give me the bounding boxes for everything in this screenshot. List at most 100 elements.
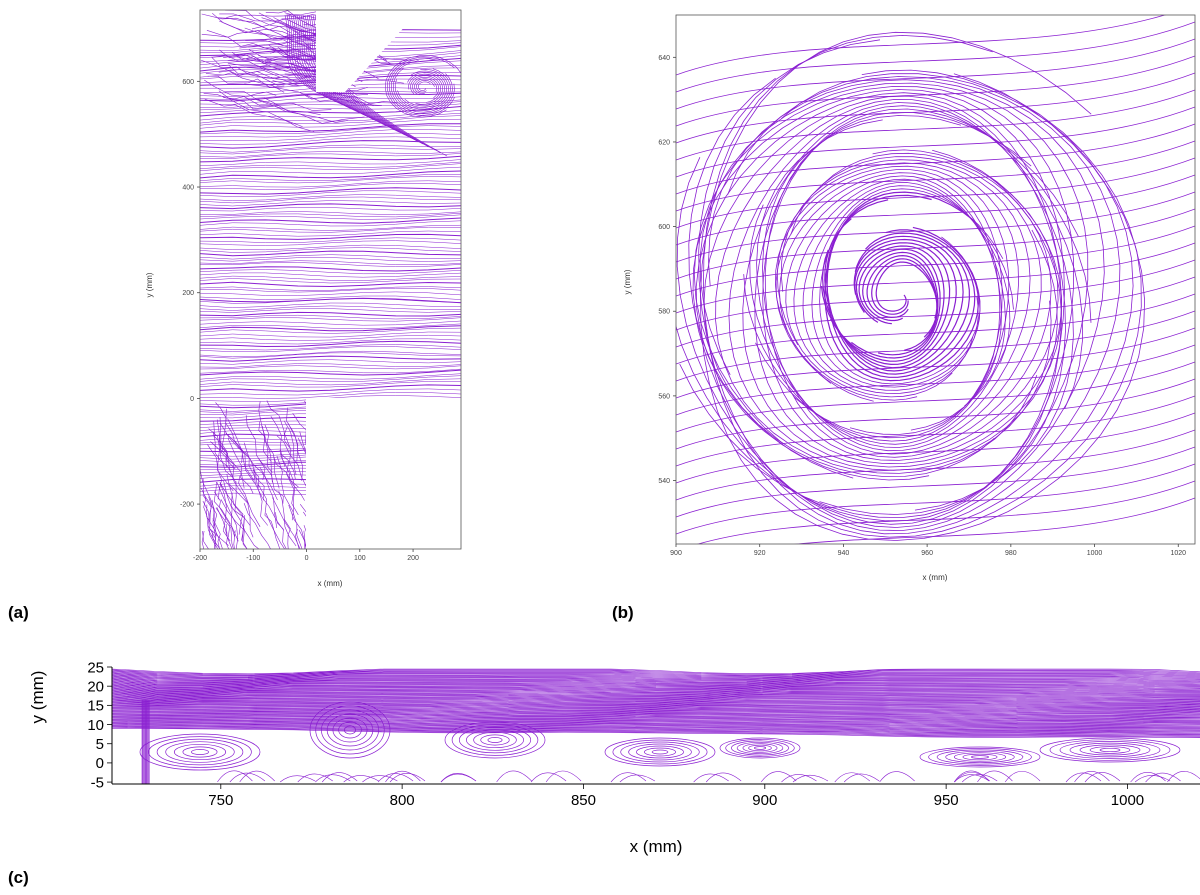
recirculation-streamline bbox=[315, 705, 385, 755]
streamline bbox=[200, 368, 461, 374]
streamline bbox=[676, 157, 1195, 229]
streamline bbox=[676, 208, 1195, 280]
y-tick-label: -5 bbox=[91, 774, 104, 791]
recirculation-streamline bbox=[466, 729, 524, 751]
streamline bbox=[112, 699, 1200, 708]
streamline bbox=[227, 60, 317, 83]
streamline bbox=[343, 775, 379, 783]
panel-a-ylabel: y (mm) bbox=[145, 272, 154, 297]
streamline bbox=[112, 715, 1200, 725]
streamline bbox=[200, 118, 461, 129]
recirculation-streamline bbox=[742, 743, 778, 753]
streamline bbox=[200, 314, 461, 320]
streamline bbox=[756, 148, 1042, 452]
streamline bbox=[200, 291, 461, 296]
streamline bbox=[215, 507, 234, 549]
streamline bbox=[200, 257, 461, 262]
streamline bbox=[676, 242, 1195, 314]
streamline bbox=[227, 418, 255, 481]
streamline bbox=[219, 482, 231, 542]
streamline bbox=[200, 287, 461, 293]
streamline bbox=[252, 469, 269, 526]
streamline bbox=[270, 416, 286, 467]
recirculation-streamline bbox=[736, 741, 784, 755]
streamline bbox=[692, 89, 1065, 519]
streamline bbox=[200, 237, 461, 243]
panel-c-streamlines bbox=[112, 668, 1200, 784]
panel-a-blank-top-region bbox=[316, 10, 420, 92]
streamline bbox=[200, 226, 461, 233]
x-tick-label: 950 bbox=[934, 792, 959, 809]
streamline bbox=[866, 254, 938, 351]
y-tick-label: 560 bbox=[658, 393, 670, 400]
streamline bbox=[112, 702, 1200, 711]
panel-a-frame bbox=[199, 9, 462, 550]
streamline bbox=[112, 672, 1200, 679]
streamline bbox=[204, 98, 303, 127]
recirculation-streamline bbox=[156, 738, 244, 766]
streamline bbox=[207, 75, 285, 88]
streamline bbox=[416, 79, 435, 93]
streamline bbox=[977, 770, 1013, 783]
streamline bbox=[200, 115, 461, 126]
streamline bbox=[200, 159, 461, 167]
recirculation-streamline bbox=[309, 701, 391, 759]
recirculation-streamline bbox=[165, 741, 235, 763]
streamline bbox=[200, 247, 461, 253]
streamline bbox=[216, 507, 233, 549]
streamline bbox=[397, 70, 447, 108]
streamline bbox=[300, 14, 394, 130]
streamline bbox=[112, 673, 1200, 679]
recirculation-streamline bbox=[962, 753, 998, 761]
recirculation-streamline bbox=[182, 746, 218, 758]
recirculation-streamline bbox=[651, 749, 669, 755]
recirculation-streamline bbox=[343, 725, 357, 735]
streamline bbox=[676, 89, 1195, 161]
streamline bbox=[112, 719, 1200, 729]
streamline bbox=[200, 373, 461, 380]
streamline bbox=[112, 700, 1200, 709]
recirculation-streamline bbox=[748, 744, 772, 752]
recirculation-streamline bbox=[725, 739, 795, 757]
streamline bbox=[676, 79, 1105, 528]
streamline bbox=[257, 457, 284, 504]
streamline bbox=[288, 14, 358, 112]
streamline bbox=[112, 704, 1200, 713]
streamline bbox=[200, 212, 461, 218]
streamline bbox=[200, 375, 461, 382]
streamline bbox=[112, 713, 1200, 723]
y-tick-label: 640 bbox=[658, 55, 670, 62]
streamline bbox=[112, 728, 1200, 738]
panel-a-chart: -200 -100 0 100 200 -200 0 200 400 600 x (mm) y (… bbox=[145, 9, 462, 588]
streamline bbox=[238, 476, 261, 527]
streamline bbox=[200, 211, 461, 215]
streamline bbox=[220, 423, 256, 484]
streamline bbox=[223, 480, 239, 542]
panel-b-xlabel: x (mm) bbox=[923, 573, 948, 582]
streamline bbox=[385, 770, 421, 783]
streamline bbox=[200, 350, 461, 358]
streamline bbox=[200, 161, 461, 169]
streamline bbox=[224, 10, 323, 36]
streamline bbox=[610, 772, 647, 783]
x-tick-label: 1000 bbox=[1087, 550, 1103, 557]
streamline bbox=[200, 170, 461, 179]
y-tick-label: 0 bbox=[96, 755, 104, 772]
streamline bbox=[276, 455, 297, 524]
recirculation-streamline bbox=[919, 746, 1041, 768]
panel-b-ylabel: y (mm) bbox=[623, 269, 632, 294]
panel-b-vortex-core bbox=[895, 291, 901, 299]
x-tick-label: 1020 bbox=[1170, 550, 1186, 557]
y-tick-label: 600 bbox=[658, 224, 670, 231]
streamline bbox=[208, 428, 235, 477]
streamline bbox=[112, 686, 1200, 694]
streamline bbox=[112, 674, 1200, 680]
y-tick-label: 10 bbox=[87, 717, 104, 734]
streamline bbox=[760, 771, 797, 783]
panel-a-xlabel: x (mm) bbox=[318, 579, 343, 588]
streamline bbox=[112, 707, 1200, 717]
streamline bbox=[384, 55, 461, 118]
streamline bbox=[112, 720, 1200, 730]
streamline bbox=[200, 338, 461, 345]
recirculation-streamline bbox=[636, 745, 684, 759]
